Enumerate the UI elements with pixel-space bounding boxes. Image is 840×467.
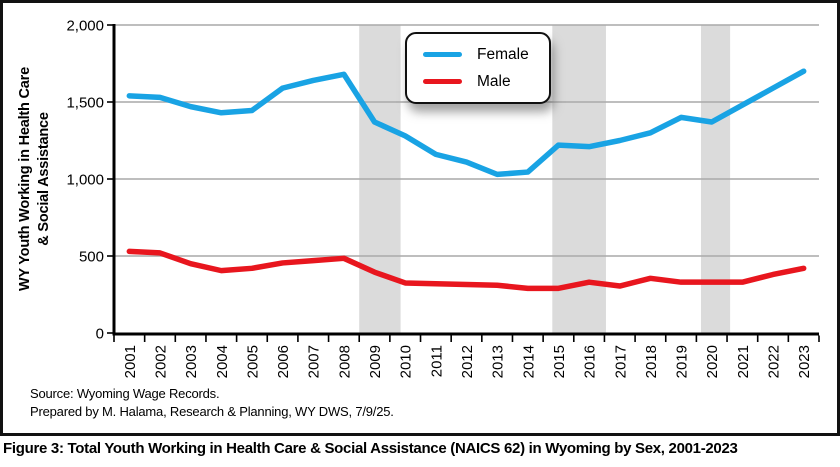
svg-text:2007: 2007 — [306, 345, 323, 378]
svg-text:2003: 2003 — [183, 345, 200, 378]
svg-text:2009: 2009 — [367, 345, 384, 378]
svg-text:2012: 2012 — [459, 345, 476, 378]
svg-text:2013: 2013 — [490, 345, 507, 378]
svg-text:1,500: 1,500 — [66, 95, 104, 112]
svg-text:2010: 2010 — [398, 345, 415, 378]
svg-text:2015: 2015 — [551, 345, 568, 378]
svg-text:2020: 2020 — [704, 345, 721, 378]
svg-text:500: 500 — [79, 249, 104, 266]
legend-label-male: Male — [477, 72, 511, 90]
svg-text:2,000: 2,000 — [66, 18, 104, 35]
svg-text:2022: 2022 — [766, 345, 783, 378]
figure-caption: Figure 3: Total Youth Working in Health … — [3, 440, 738, 457]
legend: Female Male — [405, 32, 551, 104]
svg-text:2005: 2005 — [244, 345, 261, 378]
svg-text:2004: 2004 — [214, 345, 231, 378]
legend-item-female: Female — [423, 44, 549, 65]
svg-text:2006: 2006 — [275, 345, 292, 378]
svg-text:2002: 2002 — [152, 345, 169, 378]
series-lines — [126, 68, 807, 292]
y-axis: 0 500 1,000 1,500 2,000 — [66, 18, 116, 343]
chart-panel: WY Youth Working in Health Care & Social… — [0, 0, 840, 436]
svg-text:2021: 2021 — [735, 345, 752, 378]
male-line-swatch — [423, 79, 462, 84]
svg-text:2017: 2017 — [612, 345, 629, 378]
female-line-swatch — [423, 52, 462, 57]
series-line-female — [126, 68, 807, 178]
svg-text:2016: 2016 — [582, 345, 599, 378]
series-line-male — [126, 248, 807, 292]
source-note: Source: Wyoming Wage Records. Prepared b… — [30, 385, 394, 420]
svg-text:2008: 2008 — [336, 345, 353, 378]
svg-text:2001: 2001 — [122, 345, 139, 378]
svg-text:2011: 2011 — [428, 345, 445, 377]
x-axis: 2001 2002 2003 2004 2005 2006 2007 2008 2009 2010… — [112, 332, 820, 378]
svg-text:2014: 2014 — [520, 345, 537, 378]
legend-label-female: Female — [477, 45, 529, 63]
svg-text:1,000: 1,000 — [66, 172, 104, 189]
svg-text:2018: 2018 — [643, 345, 660, 378]
svg-text:2023: 2023 — [796, 345, 813, 378]
legend-item-male: Male — [423, 71, 549, 92]
svg-text:0: 0 — [96, 326, 104, 343]
source-line1: Source: Wyoming Wage Records. — [30, 386, 220, 401]
source-line2: Prepared by M. Halama, Research & Planni… — [30, 403, 394, 419]
svg-text:2019: 2019 — [674, 345, 691, 378]
